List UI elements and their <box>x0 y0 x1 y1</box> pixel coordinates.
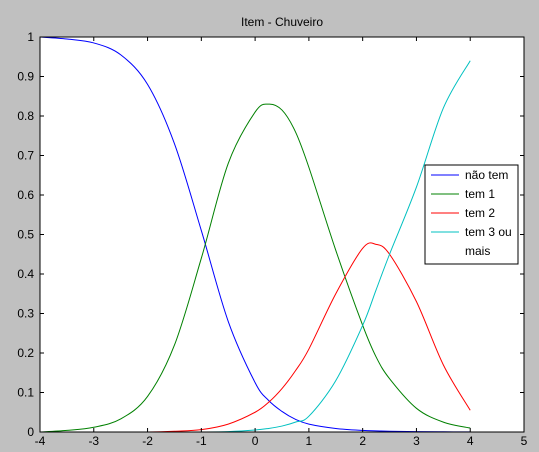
chart-title: Item - Chuveiro <box>241 15 323 29</box>
legend-label: mais <box>465 244 490 258</box>
x-tick-label: -4 <box>35 434 46 448</box>
x-tick-label: -2 <box>142 434 153 448</box>
x-tick-label: 5 <box>521 434 528 448</box>
legend-label: tem 3 ou <box>465 225 512 239</box>
series-line-1 <box>39 103 471 433</box>
y-tick-label: 0 <box>27 425 34 439</box>
y-tick-label: 0.6 <box>17 188 34 202</box>
y-tick-label: 1 <box>27 30 34 44</box>
legend-label: tem 2 <box>465 206 495 220</box>
x-tick-label: 4 <box>467 434 474 448</box>
axis-layer: -4 -3 -2 -1 0 1 2 3 4 5 0 0.1 0.2 0.3 0.4 0.5 0.6 0.7 0.8 0… <box>17 30 527 448</box>
x-tick-label: 0 <box>252 434 259 448</box>
y-tick-label: 0.2 <box>17 346 34 360</box>
x-tick-label: -3 <box>88 434 99 448</box>
y-tick-label: 0.1 <box>17 386 34 400</box>
x-tick-label: 3 <box>413 434 420 448</box>
legend: não tem tem 1 tem 2 tem 3 ou mais <box>424 164 519 265</box>
y-tick-label: 0.5 <box>17 228 34 242</box>
x-tick-label: 1 <box>306 434 313 448</box>
x-tick-label: -1 <box>196 434 207 448</box>
y-tick-label: 0.8 <box>17 109 34 123</box>
y-tick-label: 0.9 <box>17 70 34 84</box>
series-line-0 <box>39 36 471 433</box>
legend-label: não tem <box>465 168 508 182</box>
y-tick-label: 0.3 <box>17 307 34 321</box>
x-tick-label: 2 <box>359 434 366 448</box>
y-tick-label: 0.7 <box>17 149 34 163</box>
legend-box <box>424 164 519 265</box>
legend-label: tem 1 <box>465 187 495 201</box>
y-tick-label: 0.4 <box>17 267 34 281</box>
